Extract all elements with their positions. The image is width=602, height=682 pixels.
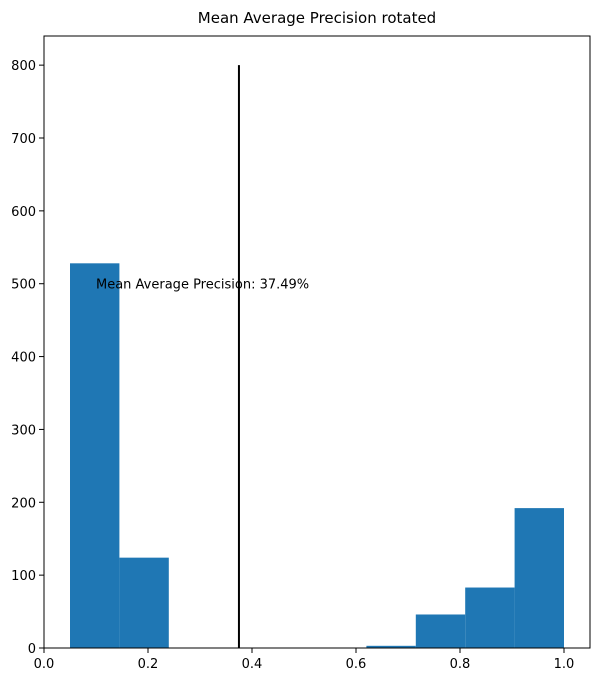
histogram-bar-8 <box>465 587 515 648</box>
plot-area-frame <box>43 35 591 649</box>
histogram-bar-9 <box>514 508 564 648</box>
y-tick-label-8: 800 <box>11 59 36 74</box>
bars-layer <box>70 263 564 648</box>
annotation-layer: Mean Average Precision: 37.49% <box>96 278 309 293</box>
y-tick-label-0: 0 <box>28 642 36 657</box>
y-tick-label-4: 400 <box>11 351 36 366</box>
y-tick-label-1: 100 <box>11 569 36 584</box>
x-axis: 0.0 0.2 0.4 0.6 0.8 1.0 <box>34 648 575 672</box>
y-tick-label-2: 200 <box>11 496 36 511</box>
x-tick-label-4: 0.8 <box>450 657 471 672</box>
mean-annotation: Mean Average Precision: 37.49% <box>96 278 309 293</box>
histogram-bar-6 <box>366 645 416 648</box>
histogram-bar-1 <box>119 557 169 648</box>
y-tick-label-7: 700 <box>11 132 36 147</box>
x-tick-label-0: 0.0 <box>34 657 55 672</box>
x-tick-label-2: 0.4 <box>242 657 263 672</box>
x-tick-label-5: 1.0 <box>554 657 575 672</box>
y-tick-label-3: 300 <box>11 423 36 438</box>
x-tick-label-1: 0.2 <box>138 657 159 672</box>
y-tick-label-5: 500 <box>11 278 36 293</box>
histogram-bar-7 <box>415 614 466 648</box>
chart-title: Mean Average Precision rotated <box>198 9 436 27</box>
y-tick-label-6: 600 <box>11 205 36 220</box>
y-axis: 0 100 200 300 400 500 600 700 800 <box>11 59 44 657</box>
x-tick-label-3: 0.6 <box>346 657 367 672</box>
histogram-bar-0 <box>70 263 120 648</box>
